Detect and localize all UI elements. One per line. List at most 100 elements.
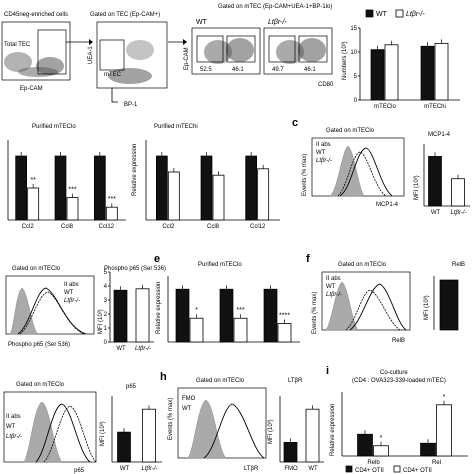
panel-letter-f: f (306, 253, 310, 265)
g-hist-wt (35, 403, 91, 463)
y-tick-label: 10 (350, 50, 357, 56)
y-tick-label: 3 (104, 298, 108, 304)
panel-d: Gated on mTEClo II abs WT Ltβr-/- Phosph… (5, 266, 166, 352)
significance-label: * (195, 307, 198, 314)
bar (428, 156, 442, 207)
category-label: WT (116, 346, 126, 352)
chart-c-mfi: WT Ltβr-/- (423, 144, 470, 216)
c-title: Gated on mTEClo (326, 128, 375, 134)
bar (66, 197, 79, 221)
category-label: Ccl2 (22, 224, 35, 230)
category-label: Ltβr-/- (142, 466, 158, 472)
gate3-title: Gated on mTEC (Ep-CAM+UEA-1+BP-1lo) (218, 4, 332, 10)
d-xlabel: Phospho p65 (Ser 536) (8, 342, 70, 348)
y-tick-label: 15 (350, 26, 357, 32)
f-title: Gated on mTEClo (338, 262, 387, 268)
h-ylabel: Events (% max) (168, 398, 174, 440)
flow-plot-2 (96, 21, 168, 89)
c-legend-ko: Ltβr-/- (316, 158, 332, 164)
gate3-wt-label: WT (196, 19, 208, 26)
y-tick-label: 2 (104, 312, 108, 318)
bar (283, 442, 298, 463)
legend-ko-label: Ltβr-/- (406, 11, 425, 18)
bar (27, 187, 40, 221)
chart-a-numbers: mTEClo mTEChi 0 5 10 15 (350, 26, 460, 110)
y-tick-label: 5 (354, 74, 358, 80)
category-label: mTEClo (374, 104, 396, 110)
gate2-xlabel: BP-1 (124, 102, 138, 108)
bar (436, 404, 452, 457)
d-hist-ko (19, 291, 85, 335)
d-bar-title: Phospho p65 (Ser 536) (104, 266, 166, 272)
f-legend-ko: Ltβr-/- (326, 292, 342, 298)
flow-plot-2-dots (108, 40, 154, 84)
h-title: Gated on mTEClo (196, 378, 245, 384)
y-tick-label: 0 (354, 98, 358, 104)
ko-pct-hi: 46.1 (304, 67, 316, 73)
g-legend-ko: Ltβr-/- (6, 434, 22, 440)
gate1-label: Total TEC (4, 42, 31, 48)
significance-label: * (443, 394, 446, 401)
y-tick-label: 4 (104, 284, 108, 290)
bar (373, 445, 389, 457)
bar (155, 155, 168, 221)
d-legend-wt: WT (64, 290, 74, 296)
panel-g: Gated on mTEClo II abs WT Ltβr-/- p65 p6… (3, 382, 162, 474)
bar (167, 171, 180, 221)
f-ylabel: Events (% max) (312, 292, 318, 334)
c-hist-wt (339, 147, 393, 197)
chart-b-hi: Ccl2 Ccl8 Ccl12 (145, 140, 280, 230)
chart-b-lo: ** Ccl2 *** Ccl8 *** Ccl12 (7, 140, 126, 230)
f-hist-iso (325, 281, 359, 331)
y-tick-label: 0 (104, 340, 108, 346)
bar (175, 288, 190, 343)
ko-pct-lo: 49.7 (272, 67, 284, 73)
category-label: Relb (367, 460, 380, 466)
i-ylabel: Relative expression (330, 404, 336, 456)
d-hist-iso (9, 287, 39, 335)
legend-wt-label: WT (376, 11, 388, 18)
bar (233, 317, 248, 343)
bar (135, 288, 150, 343)
category-label: Ccl8 (61, 224, 74, 230)
bar (54, 155, 67, 221)
category-label: Ltβr-/- (135, 346, 151, 352)
i-legend-2: CD4+ OTII (403, 468, 432, 474)
e-ylabel: Relative expression (156, 282, 162, 334)
d-legend-iso: II abs (64, 282, 79, 288)
chart-d-mfi: WT Ltβr-/- 0 1 2 3 4 5 (104, 270, 154, 352)
bar (420, 442, 436, 457)
bar (117, 431, 131, 463)
significance-label: **** (279, 313, 290, 320)
h-hist-wt (203, 403, 265, 459)
bar (434, 42, 449, 101)
c-xlabel: MCP1-4 (376, 202, 399, 208)
f-bar-wt (439, 279, 459, 331)
f-hist-wt (349, 283, 407, 331)
arrow-head-1 (89, 39, 93, 45)
i-legend-1: CD4+ OTII (355, 468, 384, 474)
a-bar-ylabel: Numbers (10³) (342, 41, 348, 80)
chart-h-mfi: FMO WT (279, 396, 324, 472)
flow-plot-ko (263, 27, 333, 75)
gate3-xlabel: CD80 (318, 82, 334, 88)
panel-h: h Gated on mTEClo Events (% max) FMO WT … (160, 371, 324, 472)
gate2-label: mTEC (104, 72, 122, 78)
arrow-head-3 (183, 39, 187, 45)
category-label: FMO (284, 466, 298, 472)
bar (200, 155, 213, 221)
panel-a: CD45neg-enriched cells Total TEC Ep-CAM … (1, 4, 460, 110)
gate-total-tec (37, 29, 67, 75)
b-title-hi: Purified mTEChi (154, 124, 198, 130)
d-title: Gated on mTEClo (12, 266, 61, 272)
chart-i-coculture: * Relb * Rel (341, 392, 468, 466)
bar (384, 44, 399, 101)
bar (451, 178, 465, 207)
g-title: Gated on mTEClo (16, 382, 65, 388)
panel-i: i Co-culture (CD4 : OVA323-339-loaded mT… (326, 365, 468, 474)
d-histogram-frame (5, 275, 95, 335)
legend-ko-swatch (395, 9, 404, 18)
g-legend-wt: WT (6, 424, 16, 430)
significance-label: *** (68, 187, 76, 194)
c-legend-wt: WT (316, 150, 326, 156)
